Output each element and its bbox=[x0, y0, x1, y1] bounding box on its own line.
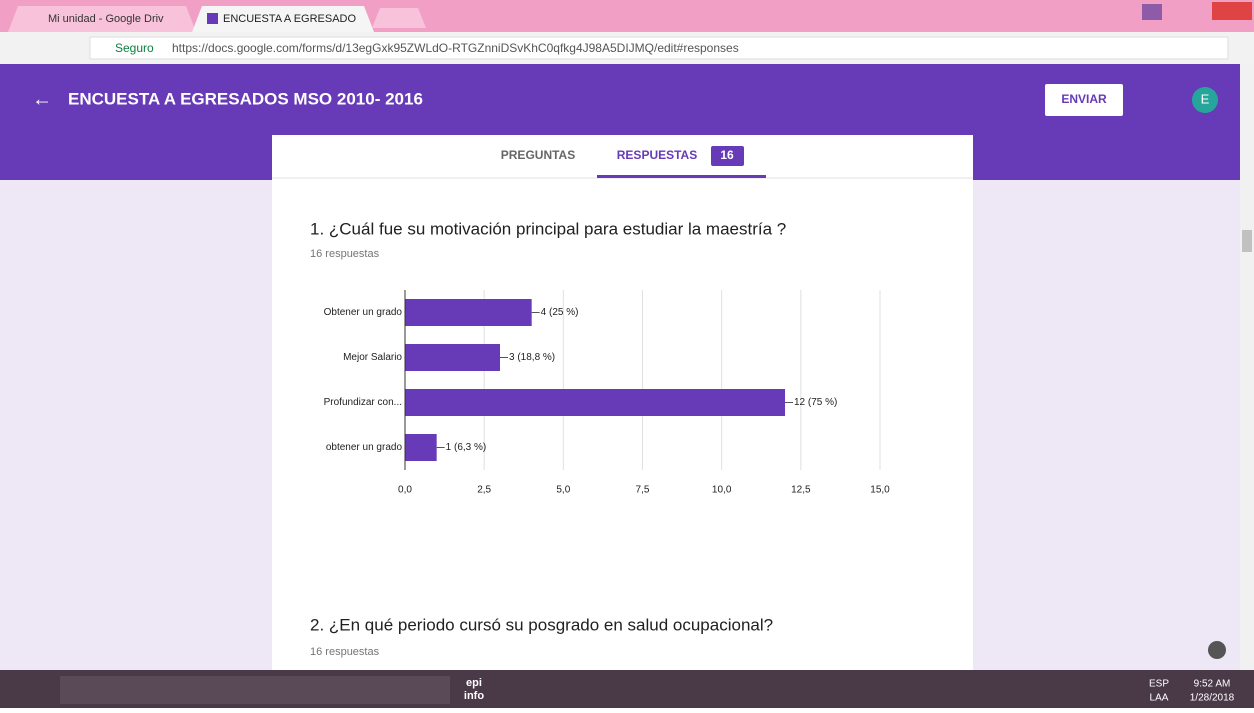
bar bbox=[405, 434, 437, 461]
tab-indicator bbox=[597, 175, 766, 178]
tab[interactable] bbox=[8, 6, 196, 32]
back-button[interactable]: ← bbox=[32, 88, 52, 110]
clock-date: 1/28/2018 bbox=[1190, 693, 1235, 704]
count-badge bbox=[711, 146, 744, 166]
bar bbox=[405, 389, 785, 416]
responses-tab[interactable]: RESPUESTAS bbox=[617, 148, 697, 162]
scroll-thumb[interactable] bbox=[1242, 230, 1252, 252]
pinned-apps bbox=[60, 676, 450, 704]
y-tick-label: obtener un grado bbox=[326, 442, 403, 453]
secure-label: Seguro bbox=[115, 41, 154, 55]
y-tick-label: Mejor Salario bbox=[343, 352, 402, 363]
y-tick-label: Obtener un grado bbox=[324, 307, 403, 318]
send-button[interactable] bbox=[1045, 84, 1123, 116]
questions-tab[interactable]: PREGUNTAS bbox=[501, 148, 575, 162]
tab-title: Mi unidad - Google Driv bbox=[48, 13, 164, 25]
avatar[interactable] bbox=[1192, 87, 1218, 113]
x-tick-label: 2,5 bbox=[477, 485, 491, 496]
value-label: 4 (25 %) bbox=[541, 307, 579, 318]
window-profile[interactable] bbox=[1142, 4, 1162, 20]
send-label: ENVIAR bbox=[1061, 92, 1107, 106]
keyboard-layout: LAA bbox=[1150, 693, 1169, 704]
form-title: ENCUESTA A EGRESADOS MSO 2010- 2016 bbox=[68, 89, 423, 108]
bar bbox=[405, 299, 532, 326]
help-button[interactable] bbox=[1208, 641, 1226, 659]
question-title: 2. ¿En qué periodo cursó su posgrado en … bbox=[310, 615, 773, 634]
tab-title: ENCUESTA A EGRESADO bbox=[223, 13, 357, 25]
app-label: epi bbox=[466, 677, 482, 689]
response-total: 16 respuestas bbox=[310, 646, 380, 658]
avatar-letter: E bbox=[1201, 91, 1210, 106]
value-label: 3 (18,8 %) bbox=[509, 352, 555, 363]
omnibox[interactable] bbox=[89, 36, 1229, 60]
x-tick-label: 7,5 bbox=[636, 485, 650, 496]
response-total: 16 respuestas bbox=[310, 248, 380, 260]
x-tick-label: 5,0 bbox=[556, 485, 570, 496]
value-label: 1 (6,3 %) bbox=[446, 442, 487, 453]
x-tick-label: 15,0 bbox=[870, 485, 890, 496]
x-tick-label: 0,0 bbox=[398, 485, 412, 496]
scrollbar bbox=[1240, 64, 1254, 670]
tab-icon bbox=[207, 13, 218, 24]
url: https://docs.google.com/forms/d/13egGxk9… bbox=[172, 41, 739, 55]
chart: 0,0 2,5 5,0 7,5 10,0 12,5 15,0 Obtener un grado… bbox=[324, 290, 890, 496]
x-tick-label: 12,5 bbox=[791, 485, 811, 496]
bar bbox=[405, 344, 500, 371]
question-title: 1. ¿Cuál fue su motivación principal par… bbox=[310, 219, 786, 238]
input-language: ESP bbox=[1149, 679, 1169, 690]
response-count: 16 bbox=[720, 148, 734, 162]
app-label: info bbox=[464, 690, 484, 702]
window-close[interactable] bbox=[1212, 2, 1252, 20]
y-tick-label: Profundizar con... bbox=[324, 397, 402, 408]
clock-time: 9:52 AM bbox=[1194, 679, 1231, 690]
tab[interactable] bbox=[192, 6, 374, 32]
new-tab[interactable] bbox=[372, 8, 426, 28]
x-tick-label: 10,0 bbox=[712, 485, 732, 496]
value-label: 12 (75 %) bbox=[794, 397, 837, 408]
